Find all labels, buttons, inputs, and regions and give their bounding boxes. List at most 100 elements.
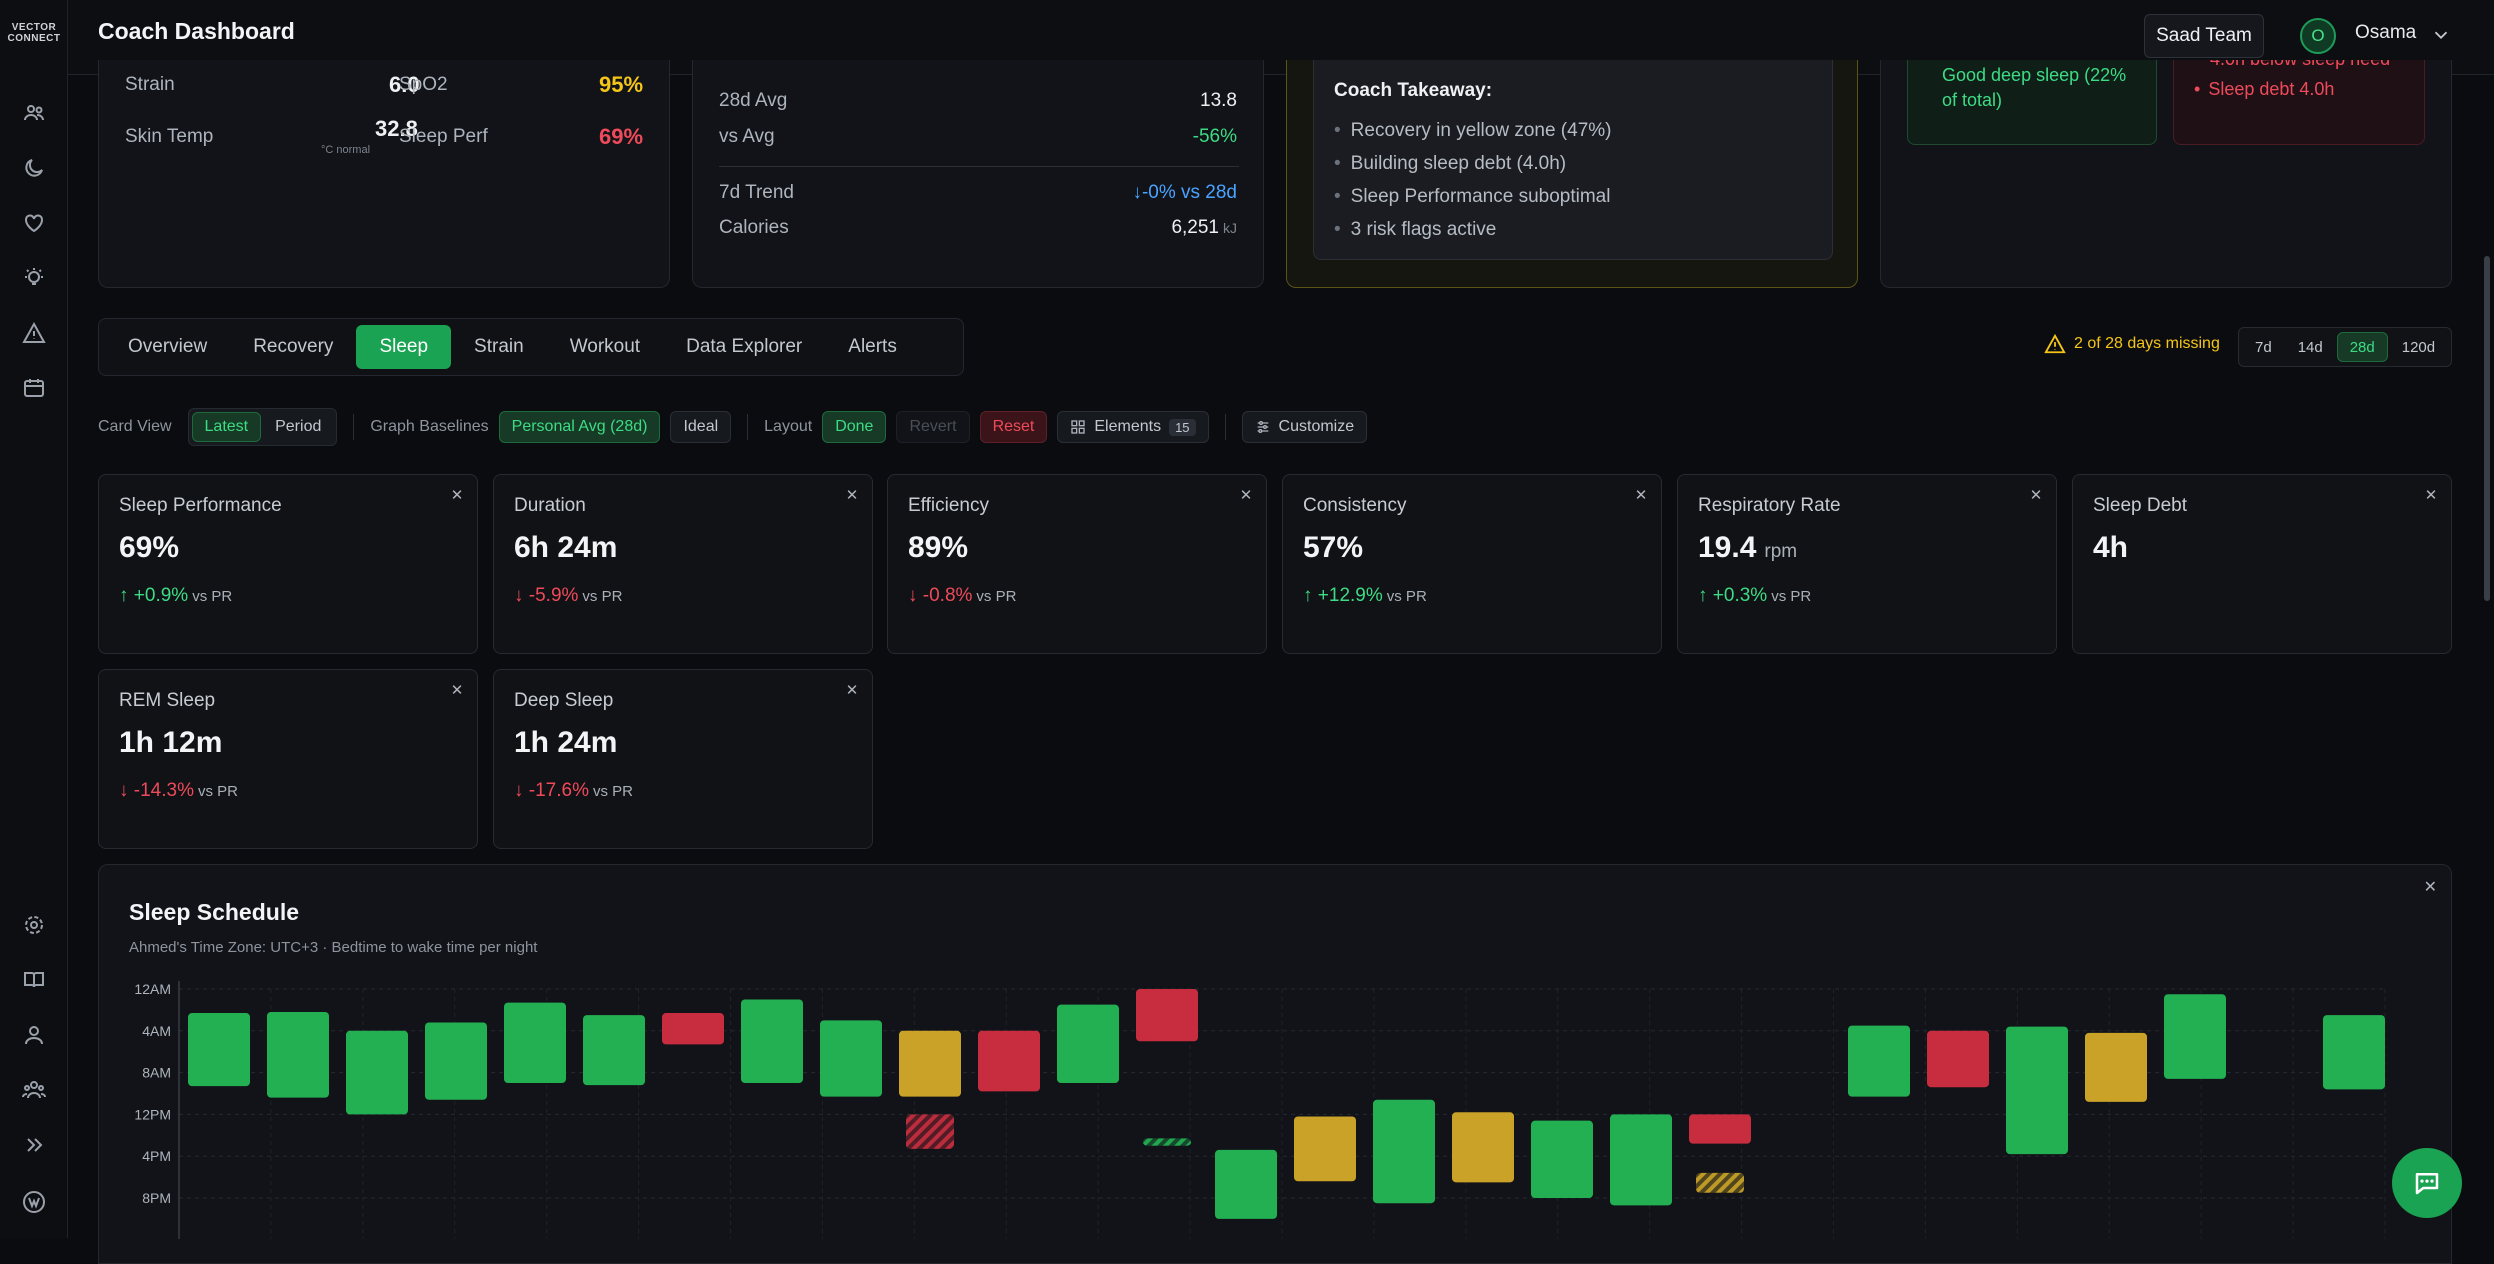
trend-value: ↓-0% vs 28d	[1132, 182, 1237, 203]
sleep-bar[interactable]	[1294, 1116, 1356, 1182]
close-icon[interactable]: ✕	[2424, 487, 2438, 504]
sleep-bar[interactable]	[2006, 1026, 2068, 1155]
period-button[interactable]: Period	[275, 418, 322, 435]
range-120d[interactable]: 120d	[2401, 338, 2436, 356]
metric-card[interactable]: Respiratory Rate 19.4 rpm ↑ +0.3% vs PR ✕	[1677, 474, 2057, 654]
metric-card[interactable]: Sleep Debt 4h ✕	[2072, 474, 2452, 654]
sleep-bar[interactable]	[1848, 1025, 1910, 1097]
sleep-bar[interactable]	[583, 1015, 645, 1086]
takeaway-list: • Recovery in yellow zone (47%) • Building…	[1334, 114, 1612, 246]
gear-icon[interactable]	[12, 905, 56, 945]
close-icon[interactable]: ✕	[2029, 487, 2043, 504]
metric-value: 6h 24m	[514, 531, 618, 564]
strain-value: 6.0	[389, 72, 420, 97]
sleep-bar[interactable]	[267, 1011, 329, 1098]
heart-icon[interactable]	[12, 203, 56, 243]
sleep-bar[interactable]	[1689, 1114, 1751, 1144]
sleep-bar[interactable]	[2164, 994, 2226, 1079]
range-28d[interactable]: 28d	[2336, 332, 2388, 362]
takeaway-item: • Building sleep debt (4.0h)	[1334, 153, 1567, 174]
tab-strain[interactable]: Strain	[474, 336, 524, 357]
elements-count: 15	[1169, 418, 1196, 436]
scrollbar[interactable]	[2484, 256, 2490, 601]
avatar[interactable]: O	[2300, 18, 2336, 54]
sleep-schedule-panel: Sleep Schedule Ahmed's Time Zone: UTC+3 …	[98, 864, 2452, 1264]
nap-bar[interactable]	[1143, 1138, 1191, 1146]
metric-card[interactable]: Efficiency 89% ↓ -0.8% vs PR ✕	[887, 474, 1267, 654]
y-tick-label: 12PM	[134, 1106, 171, 1122]
range-selector: 7d 14d 28d 120d	[2238, 327, 2453, 367]
team-selector-button[interactable]: Saad Team	[2144, 14, 2264, 58]
chevrons-right-icon[interactable]	[12, 1125, 56, 1165]
sleep-bar[interactable]	[899, 1030, 961, 1097]
alert-triangle-icon[interactable]	[12, 313, 56, 353]
sleep-bar[interactable]	[662, 1013, 724, 1045]
tab-recovery[interactable]: Recovery	[253, 336, 334, 357]
close-icon[interactable]: ✕	[845, 682, 859, 699]
metric-delta: ↓ -0.8% vs PR	[908, 585, 1017, 606]
tab-data-explorer[interactable]: Data Explorer	[686, 336, 803, 357]
tab-sleep[interactable]: Sleep	[356, 325, 452, 369]
metric-card[interactable]: Sleep Performance 69% ↑ +0.9% vs PR ✕	[98, 474, 478, 654]
sleep-bar[interactable]	[978, 1030, 1040, 1092]
schedule-subtitle: Ahmed's Time Zone: UTC+3 · Bedtime to wa…	[129, 939, 538, 956]
moon-icon[interactable]	[12, 148, 56, 188]
reset-button[interactable]: Reset	[979, 411, 1048, 443]
sleep-bar[interactable]	[1610, 1114, 1672, 1206]
revert-button[interactable]: Revert	[896, 411, 970, 443]
sleep-bar[interactable]	[820, 1020, 882, 1097]
range-14d[interactable]: 14d	[2297, 338, 2323, 356]
sleep-bar[interactable]	[1373, 1099, 1435, 1204]
book-icon[interactable]	[12, 960, 56, 1000]
sliders-icon	[1257, 421, 1268, 433]
close-icon[interactable]: ✕	[2423, 879, 2437, 896]
range-7d[interactable]: 7d	[2255, 338, 2272, 356]
close-icon[interactable]: ✕	[1239, 487, 1253, 504]
tab-workout[interactable]: Workout	[569, 336, 641, 357]
team-icon[interactable]	[12, 93, 56, 133]
personal-avg-button[interactable]: Personal Avg (28d)	[498, 411, 661, 443]
close-icon[interactable]: ✕	[845, 487, 859, 504]
elements-button[interactable]: Elements 15	[1057, 411, 1209, 443]
tab-alerts[interactable]: Alerts	[848, 336, 897, 357]
spo2-label: SpO2	[399, 74, 448, 95]
latest-button[interactable]: Latest	[191, 412, 262, 442]
done-button[interactable]: Done	[822, 411, 887, 443]
user-name[interactable]: Osama	[2355, 22, 2417, 43]
calendar-icon[interactable]	[12, 368, 56, 408]
lightbulb-icon[interactable]	[12, 258, 56, 298]
nap-bar[interactable]	[906, 1114, 954, 1149]
sleep-bar[interactable]	[425, 1022, 487, 1100]
grid-icon	[1071, 420, 1086, 434]
sleep-bar[interactable]	[741, 999, 803, 1084]
close-icon[interactable]: ✕	[450, 487, 464, 504]
layout-label: Layout	[764, 418, 813, 435]
sleep-bar[interactable]	[2085, 1032, 2147, 1102]
ideal-button[interactable]: Ideal	[670, 411, 732, 443]
close-icon[interactable]: ✕	[1634, 487, 1648, 504]
nap-bar[interactable]	[1696, 1172, 1744, 1193]
tab-overview[interactable]: Overview	[128, 336, 208, 357]
close-icon[interactable]: ✕	[450, 682, 464, 699]
takeaway-item: • Sleep Performance suboptimal	[1334, 186, 1611, 207]
chat-button[interactable]	[2392, 1148, 2462, 1218]
sleep-bar[interactable]	[188, 1013, 250, 1087]
sleep-bar[interactable]	[1057, 1004, 1119, 1084]
sleep-bar[interactable]	[2323, 1015, 2385, 1090]
user-icon[interactable]	[12, 1015, 56, 1055]
customize-button[interactable]: Customize	[1241, 411, 1368, 443]
sleep-bar[interactable]	[1927, 1030, 1989, 1088]
users-icon[interactable]	[12, 1070, 56, 1110]
sleep-bar[interactable]	[1136, 989, 1198, 1042]
chevron-down-icon[interactable]	[2430, 24, 2452, 46]
sleep-bar[interactable]	[1452, 1112, 1514, 1183]
sleep-bar[interactable]	[1531, 1120, 1593, 1198]
metric-card[interactable]: Deep Sleep 1h 24m ↓ -17.6% vs PR ✕	[493, 669, 873, 849]
sleep-bar[interactable]	[1215, 1149, 1277, 1219]
metric-card[interactable]: Consistency 57% ↑ +12.9% vs PR ✕	[1282, 474, 1662, 654]
metric-card[interactable]: REM Sleep 1h 12m ↓ -14.3% vs PR ✕	[98, 669, 478, 849]
sleep-bar[interactable]	[346, 1030, 408, 1115]
metric-card[interactable]: Duration 6h 24m ↓ -5.9% vs PR ✕	[493, 474, 873, 654]
takeaway-box: Coach Takeaway: • Recovery in yellow zone…	[1313, 60, 1833, 260]
sleep-bar[interactable]	[504, 1002, 566, 1084]
